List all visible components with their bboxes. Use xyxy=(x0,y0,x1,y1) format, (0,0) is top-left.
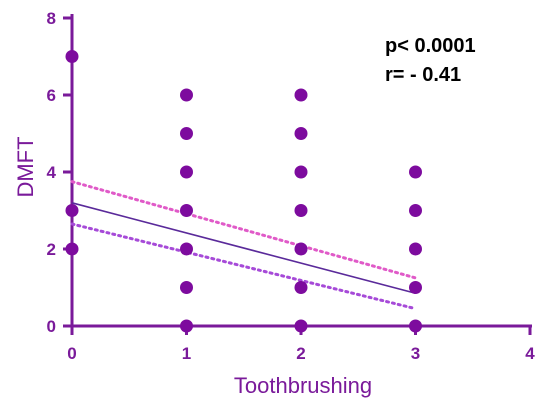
data-point xyxy=(409,165,422,179)
data-point xyxy=(294,319,308,333)
data-point xyxy=(180,319,193,333)
data-point xyxy=(294,281,308,294)
data-point xyxy=(294,88,308,102)
confidence-band xyxy=(70,180,417,311)
data-point xyxy=(180,165,193,179)
data-point xyxy=(409,242,422,256)
data-point xyxy=(180,242,193,256)
data-point xyxy=(180,127,193,140)
data-point xyxy=(294,204,308,217)
regression-line xyxy=(71,202,416,295)
data-point xyxy=(65,50,79,63)
chart-labels: DMFT Toothbrushing p< 0.0001 r= - 0.41 xyxy=(13,35,476,398)
x-tick-label: 2 xyxy=(296,344,305,363)
data-point xyxy=(180,88,193,102)
y-axis-title: DMFT xyxy=(13,136,38,197)
y-tick-label: 8 xyxy=(47,9,56,28)
y-tick-label: 0 xyxy=(47,317,56,336)
x-tick-label: 4 xyxy=(525,344,535,363)
data-point xyxy=(409,319,422,333)
data-point xyxy=(65,242,79,256)
data-point xyxy=(180,281,193,294)
ci-upper-line xyxy=(70,180,417,280)
x-axis-title: Toothbrushing xyxy=(234,373,372,398)
y-tick-label: 4 xyxy=(47,163,57,182)
data-point xyxy=(294,242,308,256)
data-point xyxy=(294,127,308,140)
data-point xyxy=(409,204,422,217)
r-value-annotation: r= - 0.41 xyxy=(385,64,461,86)
x-tick-label: 0 xyxy=(67,344,76,363)
y-tick-label: 6 xyxy=(47,86,56,105)
axes: 0 1 2 3 4 0 2 4 6 8 xyxy=(47,9,536,363)
data-points xyxy=(65,50,422,333)
ci-lower-line xyxy=(70,222,417,311)
data-point xyxy=(180,204,193,217)
x-tick-label: 1 xyxy=(182,344,191,363)
regression-line-group xyxy=(71,202,416,295)
y-tick-label: 2 xyxy=(47,240,56,259)
data-point xyxy=(409,281,422,294)
data-point xyxy=(294,165,308,179)
x-tick-label: 3 xyxy=(411,344,420,363)
data-point xyxy=(65,204,79,217)
p-value-annotation: p< 0.0001 xyxy=(385,35,476,57)
